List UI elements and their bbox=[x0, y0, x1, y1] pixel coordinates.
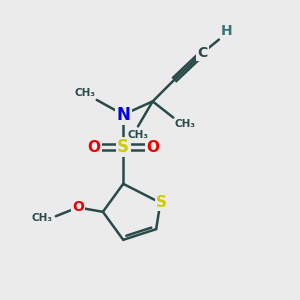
Text: CH₃: CH₃ bbox=[32, 213, 53, 223]
Text: C: C bbox=[198, 46, 208, 60]
Text: S: S bbox=[156, 195, 167, 210]
Text: S: S bbox=[117, 138, 129, 156]
Text: CH₃: CH₃ bbox=[128, 130, 148, 140]
Text: H: H bbox=[220, 24, 232, 38]
Text: N: N bbox=[116, 106, 130, 124]
Text: CH₃: CH₃ bbox=[74, 88, 95, 98]
Text: O: O bbox=[72, 200, 84, 214]
Text: O: O bbox=[87, 140, 100, 154]
Text: O: O bbox=[146, 140, 159, 154]
Text: CH₃: CH₃ bbox=[175, 119, 196, 129]
